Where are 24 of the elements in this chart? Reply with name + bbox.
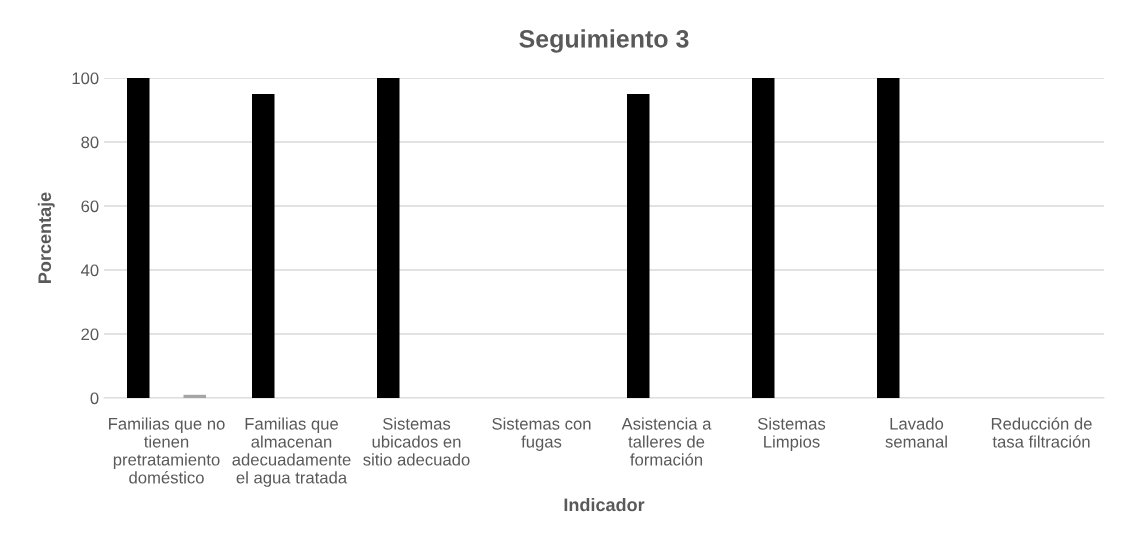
bar xyxy=(183,394,206,398)
x-tick-label: Reducción de tasa filtración xyxy=(991,417,1092,448)
chart-title: Seguimiento 3 xyxy=(519,29,689,53)
bar xyxy=(377,78,400,398)
x-tick-label: Sistemas con fugas xyxy=(492,417,591,451)
y-tick-label: 60 xyxy=(81,200,99,213)
x-tick-label: Asistencia a talleres de formación xyxy=(621,417,712,466)
y-tick-label: 0 xyxy=(90,392,99,405)
x-tick-label: Lavado semanal xyxy=(885,417,947,448)
bar xyxy=(752,78,775,398)
x-tick-label: Familias que almacenan adecuadamente el agua tratada xyxy=(232,417,351,487)
bar xyxy=(127,78,150,398)
y-tick-label: 80 xyxy=(81,136,99,149)
x-tick-label: Sistemas Limpios xyxy=(757,417,826,451)
x-axis-title: Indicador xyxy=(564,497,645,512)
x-tick-label: Familias que no tienen pretratamiento doméstico xyxy=(109,417,225,484)
bar xyxy=(252,94,275,398)
y-tick-label: 100 xyxy=(72,72,99,85)
bar xyxy=(877,78,900,398)
bar xyxy=(627,94,650,398)
y-axis-title: Porcentaje xyxy=(37,192,55,283)
y-tick-label: 20 xyxy=(81,328,99,341)
x-tick-label: Sistemas ubicados en sitio adecuado xyxy=(363,417,470,466)
y-tick-label: 40 xyxy=(80,264,99,277)
